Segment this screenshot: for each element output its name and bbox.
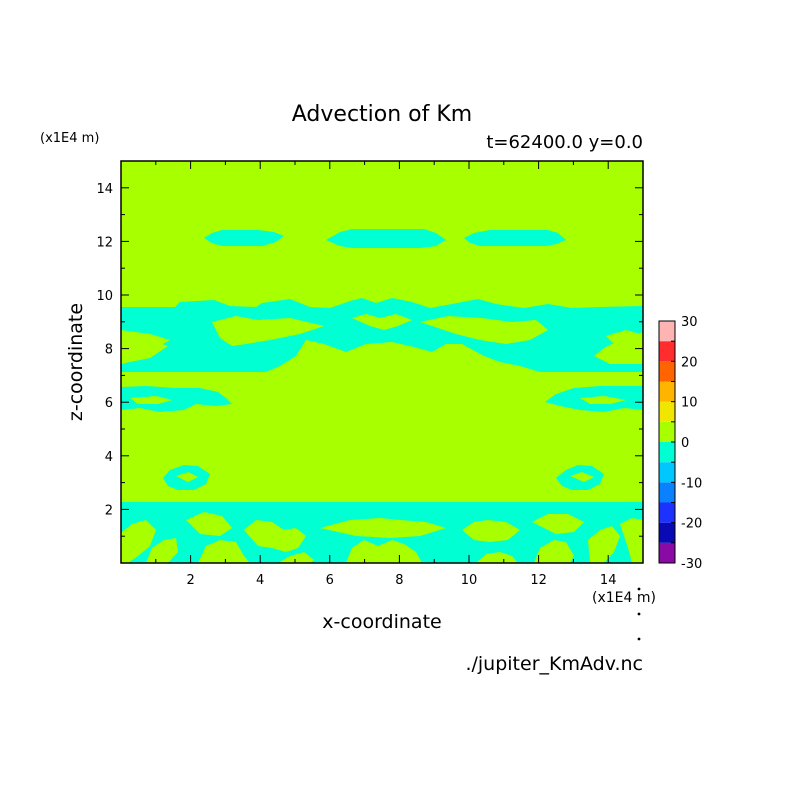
region-upper-lens-center [326,229,446,248]
plot-area: 2 4 6 8 10 12 14 2 4 6 8 10 12 14 [96,160,644,588]
y-tick-label: 12 [96,235,113,250]
bottom-band-holes [121,496,643,563]
bottom-hole-7 [320,518,446,538]
bottom-hole-3 [186,512,232,536]
bottom-hole-11 [532,514,584,534]
plot-frame [120,160,644,564]
colorbar-swatch [659,421,675,442]
colorbar-swatch [659,401,675,422]
x-tick-label: 12 [530,573,547,588]
region-left-lobe [121,386,232,412]
region-mid-band [121,298,643,372]
x-axis-label: x-coordinate [322,611,441,633]
colorbar-swatch [659,442,675,463]
colorbar-tick-label: 20 [681,355,698,370]
colorbar-swatch [659,462,675,483]
bottom-hole-13 [588,526,620,563]
bottom-hole-6 [278,552,314,563]
region-mid-hole-center2 [420,316,548,344]
bottom-hole-9 [462,520,520,542]
y-tick-label: 6 [105,396,113,411]
colorbar-swatch [659,381,675,402]
y-tick-label: 2 [105,503,113,518]
marker-dot [637,612,641,616]
bottom-hole-14 [620,518,643,563]
bottom-hole-12 [534,540,574,563]
colorbar-swatch [659,482,675,503]
colorbar-tick-label: 30 [681,315,698,330]
region-mid-hole-right [606,330,640,350]
y-tick-label: 14 [96,182,113,197]
chart-title: Advection of Km [292,102,472,127]
y-tick-label: 10 [96,289,113,304]
region-mid-hole-small [352,314,412,330]
y-tick-label: 8 [105,343,113,358]
source-filename: ./jupiter_KmAdv.nc [465,653,643,675]
region-low-lens-right-hole [570,472,594,482]
y-axis-label: z-coordinate [65,303,87,421]
chart-subtitle: t=62400.0 y=0.0 [486,132,643,153]
x-tick-label: 6 [326,573,334,588]
region-upper-lens-right [464,230,566,246]
region-left-lobe-hole [130,396,172,404]
x-tick-label: 8 [395,573,403,588]
region-upper-lens-left [204,230,284,246]
colorbar-swatch [659,542,675,563]
colorbar-tick-label: 0 [681,436,689,451]
colorbar-swatch [659,361,675,382]
bottom-hole-1 [121,520,156,563]
marker-dot [637,637,641,641]
bottom-notch-center [350,496,414,502]
x-unit-label: (x1E4 m) [592,590,656,606]
colorbar-tick-label: -30 [681,557,702,572]
y-tick-label: 4 [105,450,113,465]
colorbar: 30 20 10 0 -10 -20 -30 [658,315,702,572]
region-right-lobe-hole [580,396,626,404]
colorbar-tick-label: -10 [681,476,702,491]
bottom-hole-5 [244,520,306,552]
bottom-hole-10 [476,552,518,563]
colorbar-tick-label: 10 [681,396,698,411]
x-tick-label: 10 [461,573,478,588]
bottom-hole-8 [346,540,422,563]
colorbar-swatch [659,341,675,362]
x-tick-label: 4 [256,573,264,588]
x-tick-label: 2 [186,573,194,588]
axis-ticks: 2 4 6 8 10 12 14 2 4 6 8 10 12 14 [96,161,643,588]
region-mid-hole-left [124,340,168,362]
x-tick-label: 14 [600,573,617,588]
colorbar-swatch [659,502,675,523]
region-mid-hole-center [212,316,324,346]
bottom-hole-4 [198,540,250,563]
colorbar-swatch [659,321,675,342]
colorbar-tick-label: -20 [681,517,702,532]
marker-dot [637,587,641,591]
colorbar-swatch [659,522,675,543]
y-unit-label: (x1E4 m) [40,131,99,146]
region-low-lens-left-hole [176,472,198,482]
bottom-hole-2 [146,538,178,563]
